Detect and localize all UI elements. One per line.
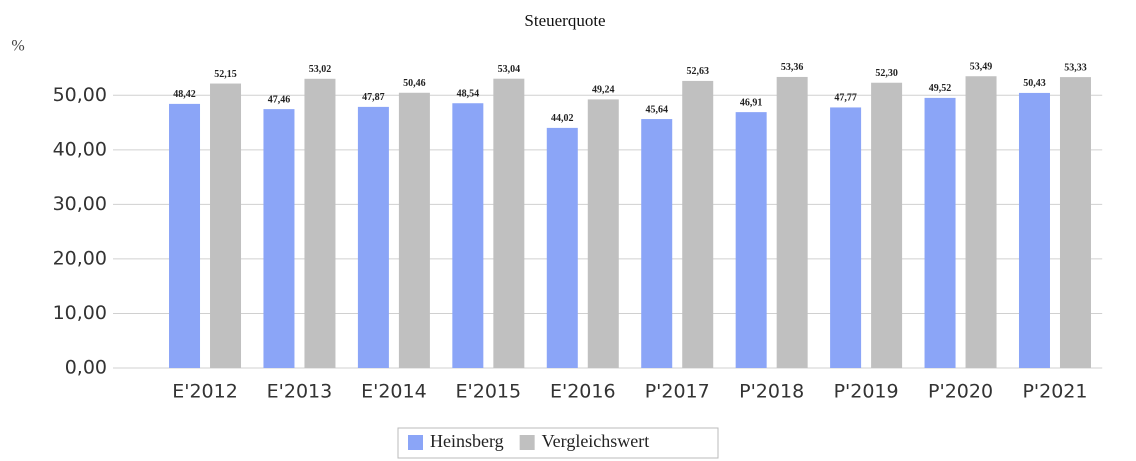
bar <box>546 127 578 369</box>
y-axis-label: % <box>11 38 24 55</box>
y-tick-label: 40,00 <box>53 138 107 160</box>
x-tick-label: P'2021 <box>1022 381 1087 403</box>
bar <box>735 112 767 368</box>
data-label: 49,52 <box>929 83 952 94</box>
bar <box>776 76 808 368</box>
bar <box>965 76 997 369</box>
bar <box>1059 77 1091 368</box>
data-label: 50,43 <box>1023 78 1046 89</box>
bar <box>641 119 673 369</box>
data-label: 47,77 <box>834 93 857 104</box>
y-tick-label: 20,00 <box>53 247 107 269</box>
data-label: 50,46 <box>403 78 426 89</box>
x-tick-label: E'2015 <box>456 381 522 403</box>
bar <box>493 78 525 368</box>
y-tick-label: 50,00 <box>53 84 107 106</box>
legend-label: Vergleichswert <box>542 431 650 451</box>
bar <box>682 80 714 368</box>
x-tick-label: E'2016 <box>550 381 616 403</box>
data-label: 52,63 <box>686 66 709 77</box>
x-tick-label: P'2018 <box>739 381 804 403</box>
bar <box>304 78 336 369</box>
data-label: 53,36 <box>781 62 804 73</box>
data-label: 46,91 <box>740 97 763 108</box>
y-tick-label: 0,00 <box>65 357 107 379</box>
bar <box>830 107 862 368</box>
bar <box>169 103 201 369</box>
y-tick-label: 10,00 <box>53 302 107 324</box>
data-label: 52,30 <box>875 68 898 79</box>
bar <box>452 103 484 369</box>
bar <box>871 82 903 369</box>
data-label: 45,64 <box>645 104 668 115</box>
chart-title: Steuerquote <box>524 11 605 30</box>
x-tick-label: P'2020 <box>928 381 993 403</box>
x-tick-label: E'2014 <box>361 381 427 403</box>
legend-swatch <box>408 435 423 450</box>
data-label: 49,24 <box>592 85 615 96</box>
data-label: 52,15 <box>214 69 237 80</box>
bar <box>357 106 389 369</box>
x-tick-label: E'2012 <box>172 381 238 403</box>
data-label: 47,87 <box>362 92 385 103</box>
bar <box>1018 92 1050 368</box>
data-label: 44,02 <box>551 113 574 124</box>
bar <box>924 97 956 369</box>
data-label: 53,02 <box>309 64 332 75</box>
legend-box <box>397 427 719 459</box>
data-label: 47,46 <box>268 94 291 105</box>
data-label: 53,04 <box>498 64 521 75</box>
x-tick-label: P'2017 <box>645 381 710 403</box>
legend-swatch <box>519 435 535 450</box>
data-label: 48,54 <box>457 89 480 100</box>
bar <box>210 83 242 368</box>
x-tick-label: E'2013 <box>267 381 333 403</box>
y-tick-label: 30,00 <box>53 193 107 215</box>
data-label: 53,33 <box>1064 62 1087 73</box>
bar <box>587 99 619 368</box>
x-tick-label: P'2019 <box>834 381 899 403</box>
data-label: 53,49 <box>970 62 993 73</box>
legend-label: Heinsberg <box>430 431 504 451</box>
bar <box>398 92 430 368</box>
bar <box>263 109 295 369</box>
data-label: 48,42 <box>173 89 196 100</box>
